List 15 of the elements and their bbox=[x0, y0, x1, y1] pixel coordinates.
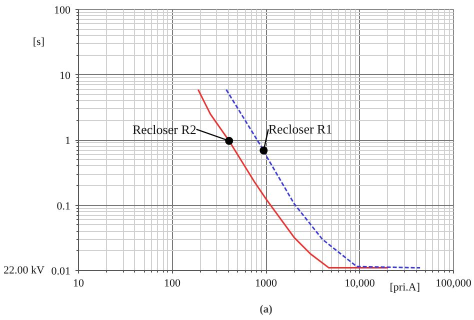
text: 22.00 kV bbox=[4, 264, 45, 276]
x-tick-label: 10,000 bbox=[344, 278, 376, 290]
x-tick-label: 100 bbox=[164, 278, 181, 290]
annotation: Recloser R1 bbox=[268, 122, 332, 137]
x-tick-label: 100,000 bbox=[436, 278, 472, 290]
y-tick-label: 0.01 bbox=[51, 266, 70, 278]
x-tick-label: 1000 bbox=[255, 278, 278, 290]
y-tick-label: 0.1 bbox=[56, 200, 70, 212]
text: (a) bbox=[260, 304, 273, 316]
x-axis-title: [pri.A] bbox=[390, 282, 420, 294]
y-axis-title: [s] bbox=[32, 36, 44, 48]
x-tick-label: 10 bbox=[73, 278, 84, 290]
y-tick-label: 100 bbox=[54, 4, 71, 16]
y-tick-label: 10 bbox=[60, 70, 71, 82]
y-tick-label: 1 bbox=[65, 135, 70, 147]
